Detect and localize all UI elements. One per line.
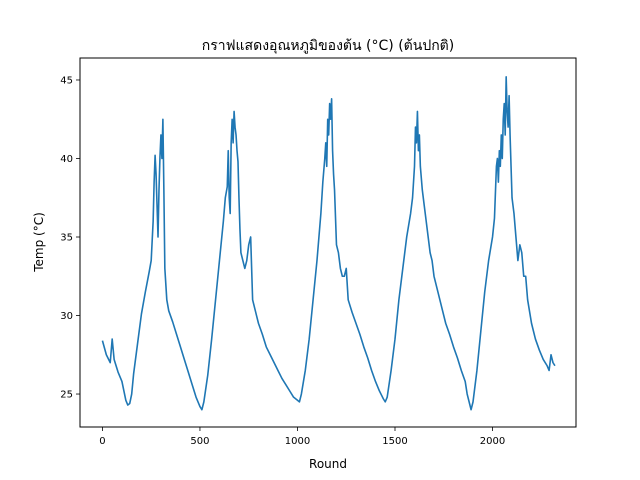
x-tick-label: 1000	[285, 436, 310, 447]
x-tick-label: 1500	[382, 436, 407, 447]
y-tick-label: 25	[60, 390, 73, 401]
x-tick-label: 2000	[480, 436, 505, 447]
x-axis-label: Round	[309, 457, 347, 471]
x-tick-label: 500	[190, 436, 209, 447]
y-tick-label: 40	[60, 154, 73, 165]
plot-area	[80, 58, 576, 427]
chart-title: กราฟแสดงอุณหภูมิของต้น (°C) (ต้นปกติ)	[202, 38, 454, 54]
y-tick-label: 45	[60, 75, 73, 86]
data-layer	[101, 76, 556, 411]
x-axis: 0 500 1000 1500 2000	[99, 427, 505, 447]
series-line-0	[101, 76, 556, 411]
y-axis-label: Temp (°C)	[32, 212, 46, 273]
y-axis: 25 30 35 40 45	[60, 75, 80, 401]
y-tick-label: 30	[60, 311, 73, 322]
y-tick-label: 35	[60, 233, 73, 244]
x-tick-label: 0	[99, 436, 105, 447]
plot-frame	[79, 57, 577, 428]
